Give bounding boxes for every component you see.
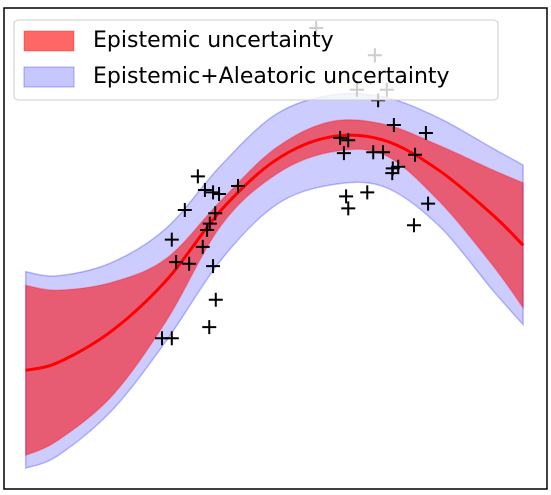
data-point	[164, 331, 179, 346]
data-point	[385, 166, 400, 181]
legend-box	[13, 19, 499, 101]
data-point	[376, 145, 391, 160]
data-point	[164, 232, 179, 247]
data-point	[206, 185, 221, 200]
data-point	[406, 218, 421, 233]
data-point	[386, 118, 401, 133]
data-point	[408, 147, 423, 162]
data-point	[212, 186, 227, 201]
legend-swatch	[23, 30, 75, 52]
data-point	[418, 126, 433, 141]
data-point	[341, 133, 356, 148]
data-point	[339, 189, 354, 204]
legend-swatch	[23, 66, 75, 88]
data-point	[333, 130, 348, 145]
data-point	[208, 206, 223, 221]
data-point	[231, 178, 246, 193]
data-point	[206, 259, 221, 274]
data-point	[421, 196, 436, 211]
data-point	[336, 146, 351, 161]
data-point	[360, 185, 375, 200]
plot-frame	[3, 7, 548, 490]
data-point	[341, 201, 356, 216]
uncertainty-band	[24, 119, 524, 457]
data-point	[200, 223, 215, 238]
data-point	[190, 169, 205, 184]
data-point	[177, 203, 192, 218]
data-point	[391, 159, 406, 174]
data-point	[202, 216, 217, 231]
data-point	[169, 255, 184, 270]
data-point	[208, 292, 223, 307]
legend-label: Epistemic+Aleatoric uncertainty	[93, 64, 450, 89]
data-point	[202, 320, 217, 335]
data-point	[182, 256, 197, 271]
data-point	[197, 182, 212, 197]
legend-label: Epistemic uncertainty	[93, 28, 334, 53]
mean-line	[25, 133, 525, 372]
legend: Epistemic uncertainty Epistemic+Aleatoric…	[13, 19, 499, 101]
data-point	[195, 239, 210, 254]
